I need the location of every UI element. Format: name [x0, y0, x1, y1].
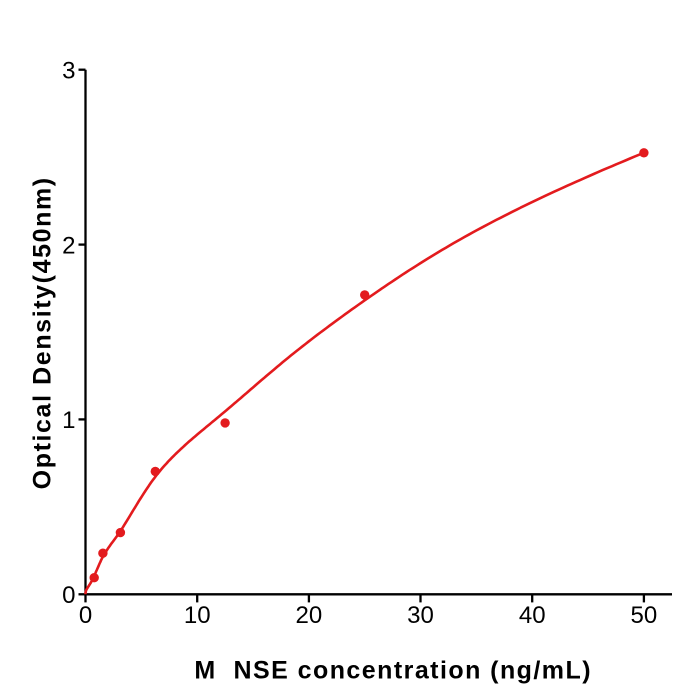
svg-text:2: 2 — [62, 232, 75, 259]
svg-text:0: 0 — [62, 582, 75, 609]
svg-text:50: 50 — [631, 602, 658, 629]
svg-text:10: 10 — [184, 602, 211, 629]
svg-text:1: 1 — [62, 407, 75, 434]
svg-text:30: 30 — [407, 602, 434, 629]
svg-text:M NSE concentration (ng/mL): M NSE concentration (ng/mL) — [194, 657, 592, 685]
svg-text:3: 3 — [62, 57, 75, 84]
svg-text:Optical Density(450nm): Optical Density(450nm) — [28, 176, 56, 489]
svg-text:40: 40 — [519, 602, 546, 629]
svg-text:0: 0 — [79, 602, 92, 629]
svg-text:20: 20 — [296, 602, 323, 629]
